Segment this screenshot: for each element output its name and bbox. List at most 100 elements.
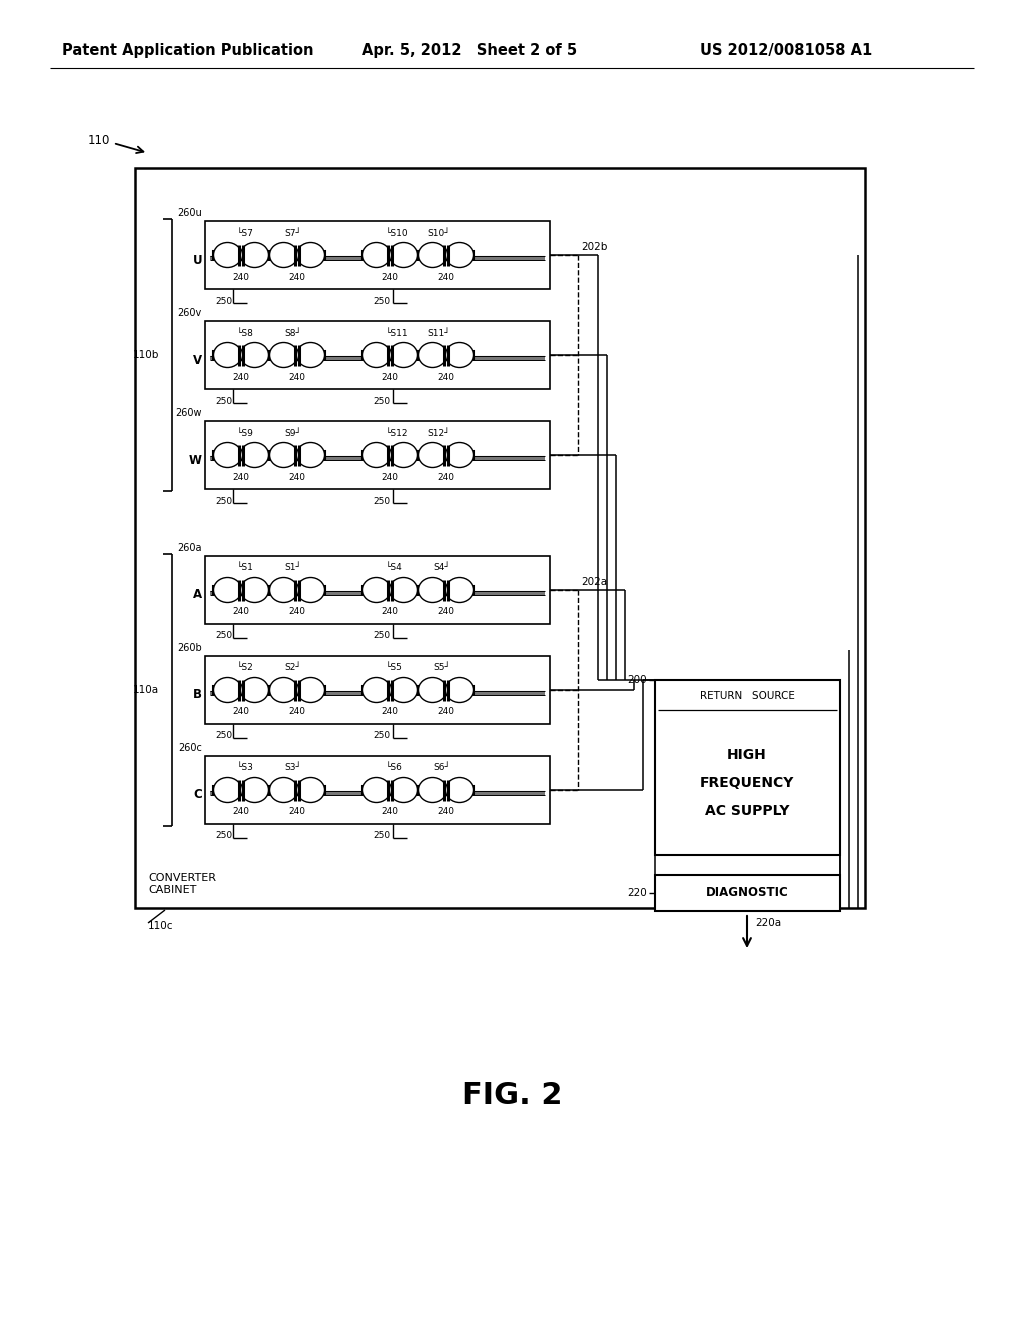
Text: S1┘: S1┘ <box>284 564 301 573</box>
Ellipse shape <box>362 777 390 803</box>
Text: 240: 240 <box>382 808 398 817</box>
Text: 240: 240 <box>289 272 305 281</box>
Text: 240: 240 <box>437 473 455 482</box>
Text: Patent Application Publication: Patent Application Publication <box>62 42 313 58</box>
Text: 260c: 260c <box>178 743 202 752</box>
Bar <box>205 756 550 824</box>
Text: 260b: 260b <box>177 643 202 653</box>
Text: S11┘: S11┘ <box>427 329 450 338</box>
Ellipse shape <box>241 677 268 702</box>
Text: 250: 250 <box>373 496 390 506</box>
Text: CONVERTER: CONVERTER <box>148 873 216 883</box>
Ellipse shape <box>213 776 269 804</box>
Text: 240: 240 <box>437 607 455 616</box>
Text: AC SUPPLY: AC SUPPLY <box>705 804 790 818</box>
Ellipse shape <box>418 441 474 469</box>
Text: 260v: 260v <box>178 308 202 318</box>
Ellipse shape <box>297 442 325 467</box>
Ellipse shape <box>213 677 242 702</box>
Text: S8┘: S8┘ <box>284 329 301 338</box>
Ellipse shape <box>389 578 418 602</box>
Text: 240: 240 <box>232 808 250 817</box>
Text: 250: 250 <box>373 832 390 841</box>
Text: RETURN   SOURCE: RETURN SOURCE <box>699 690 795 701</box>
Bar <box>205 656 550 723</box>
Text: └S4: └S4 <box>386 564 402 573</box>
Text: └S8: └S8 <box>237 329 254 338</box>
Text: └S11: └S11 <box>386 329 409 338</box>
Text: CABINET: CABINET <box>148 884 197 895</box>
Text: DIAGNOSTIC: DIAGNOSTIC <box>706 887 788 899</box>
Ellipse shape <box>268 676 326 704</box>
Text: 240: 240 <box>232 708 250 717</box>
Ellipse shape <box>213 676 269 704</box>
Ellipse shape <box>362 442 390 467</box>
Text: 240: 240 <box>289 372 305 381</box>
Bar <box>205 220 550 289</box>
Ellipse shape <box>362 342 390 367</box>
Ellipse shape <box>389 342 418 367</box>
Ellipse shape <box>445 243 473 268</box>
Text: 200: 200 <box>628 675 647 685</box>
Text: Apr. 5, 2012   Sheet 2 of 5: Apr. 5, 2012 Sheet 2 of 5 <box>362 42 578 58</box>
Bar <box>655 680 840 855</box>
Text: U: U <box>193 253 202 267</box>
Text: 240: 240 <box>289 607 305 616</box>
Text: └S9: └S9 <box>237 429 254 437</box>
Ellipse shape <box>361 577 419 603</box>
Text: 110: 110 <box>88 133 110 147</box>
Text: S5┘: S5┘ <box>433 664 450 672</box>
Ellipse shape <box>362 243 390 268</box>
Ellipse shape <box>213 342 242 367</box>
Ellipse shape <box>419 777 446 803</box>
Text: └S5: └S5 <box>386 664 402 672</box>
Text: 220: 220 <box>628 888 647 898</box>
Ellipse shape <box>297 243 325 268</box>
Text: 220a: 220a <box>755 917 781 928</box>
Text: 250: 250 <box>215 396 232 405</box>
Ellipse shape <box>269 777 298 803</box>
Bar <box>205 321 550 389</box>
Ellipse shape <box>241 342 268 367</box>
Text: S3┘: S3┘ <box>284 763 301 772</box>
Text: FREQUENCY: FREQUENCY <box>699 776 795 789</box>
Text: 260u: 260u <box>177 209 202 218</box>
Text: 250: 250 <box>373 631 390 640</box>
Ellipse shape <box>268 776 326 804</box>
Text: A: A <box>193 589 202 602</box>
Text: 260a: 260a <box>177 543 202 553</box>
Ellipse shape <box>213 578 242 602</box>
Text: └S3: └S3 <box>237 763 254 772</box>
Text: 240: 240 <box>232 272 250 281</box>
Bar <box>655 875 840 911</box>
Text: 240: 240 <box>437 808 455 817</box>
Text: W: W <box>189 454 202 466</box>
Text: 240: 240 <box>382 708 398 717</box>
Text: 110c: 110c <box>148 921 173 931</box>
Ellipse shape <box>241 578 268 602</box>
Ellipse shape <box>213 342 269 368</box>
Ellipse shape <box>241 442 268 467</box>
Ellipse shape <box>213 243 242 268</box>
Text: 240: 240 <box>437 272 455 281</box>
Text: 250: 250 <box>373 396 390 405</box>
Ellipse shape <box>419 442 446 467</box>
Ellipse shape <box>418 776 474 804</box>
Text: B: B <box>193 689 202 701</box>
Ellipse shape <box>269 243 298 268</box>
Text: S9┘: S9┘ <box>284 429 301 437</box>
Ellipse shape <box>419 243 446 268</box>
Text: 202a: 202a <box>581 577 607 587</box>
Text: └S10: └S10 <box>386 228 409 238</box>
Ellipse shape <box>297 677 325 702</box>
Text: 240: 240 <box>382 473 398 482</box>
Text: └S12: └S12 <box>386 429 409 437</box>
Ellipse shape <box>213 242 269 269</box>
Text: 250: 250 <box>215 731 232 741</box>
Text: 110b: 110b <box>133 350 159 360</box>
Text: S2┘: S2┘ <box>285 664 301 672</box>
Ellipse shape <box>361 342 419 368</box>
Ellipse shape <box>418 577 474 603</box>
Ellipse shape <box>213 577 269 603</box>
Text: 240: 240 <box>289 708 305 717</box>
